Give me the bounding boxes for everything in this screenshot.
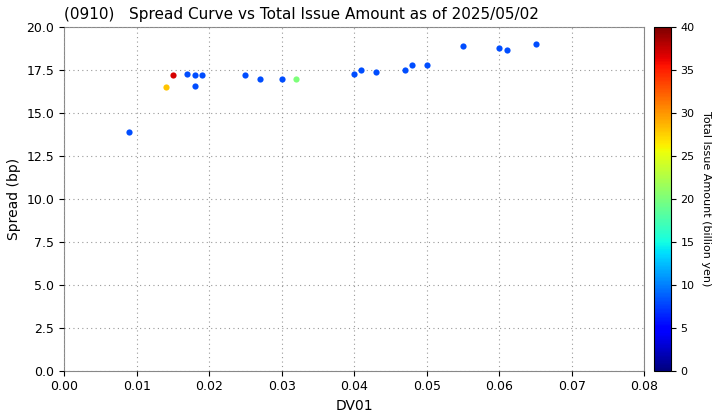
Text: (0910)   Spread Curve vs Total Issue Amount as of 2025/05/02: (0910) Spread Curve vs Total Issue Amoun… [64, 7, 539, 22]
Point [276, 76, 287, 82]
Point [370, 68, 382, 75]
Point [124, 129, 135, 135]
Point [254, 76, 266, 82]
Point [290, 76, 302, 82]
Point [348, 70, 360, 77]
Point [356, 67, 367, 74]
Point [189, 82, 200, 89]
Point [181, 70, 193, 77]
Point [189, 72, 200, 79]
Point [421, 62, 433, 68]
Y-axis label: Total Issue Amount (billion yen): Total Issue Amount (billion yen) [701, 111, 711, 287]
X-axis label: DV01: DV01 [336, 399, 373, 413]
Point [167, 72, 179, 79]
Point [457, 43, 469, 50]
Point [196, 72, 207, 79]
Point [501, 46, 513, 53]
Point [160, 84, 171, 91]
Point [240, 72, 251, 79]
Y-axis label: Spread (bp): Spread (bp) [7, 158, 21, 240]
Point [407, 62, 418, 68]
Point [493, 45, 505, 51]
Point [399, 67, 410, 74]
Point [530, 41, 541, 48]
